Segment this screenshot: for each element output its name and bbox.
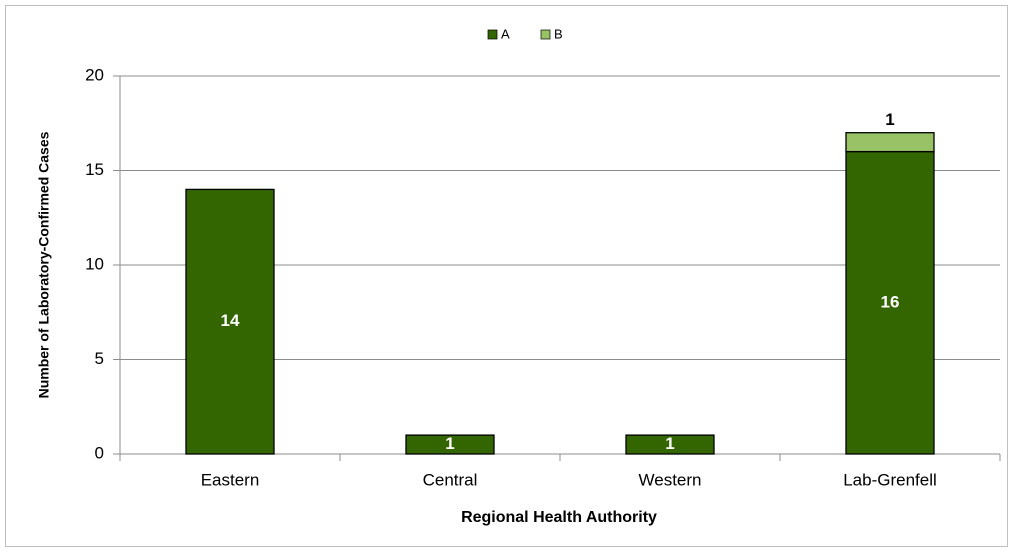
chart-frame — [5, 5, 1008, 547]
y-tick-label: 10 — [85, 254, 104, 273]
legend-label: B — [554, 26, 563, 41]
x-tick-label: Central — [423, 470, 478, 489]
data-label: 1 — [445, 434, 454, 453]
legend-swatch — [540, 29, 551, 40]
y-tick-label: 20 — [85, 65, 104, 84]
x-tick-label: Western — [639, 470, 702, 489]
bar-segment — [185, 188, 275, 455]
y-axis-title: Number of Laboratory-Confirmed Cases — [36, 131, 52, 398]
y-tick-label: 0 — [95, 443, 104, 462]
data-label: 16 — [881, 292, 900, 311]
x-tick-label: Lab-Grenfell — [843, 470, 937, 489]
bar-segment — [625, 434, 715, 455]
x-tick-label: Eastern — [201, 470, 260, 489]
bar-segment — [845, 132, 935, 153]
legend-label: A — [501, 26, 510, 41]
data-label: 14 — [221, 311, 240, 330]
data-label: 1 — [885, 110, 894, 129]
y-tick-label: 5 — [95, 349, 104, 368]
bar-segment — [845, 150, 935, 455]
data-label: 1 — [665, 434, 674, 453]
legend-swatch — [487, 29, 498, 40]
y-tick-label: 15 — [85, 160, 104, 179]
x-axis-title: Regional Health Authority — [461, 509, 657, 526]
bar-segment — [405, 434, 495, 455]
